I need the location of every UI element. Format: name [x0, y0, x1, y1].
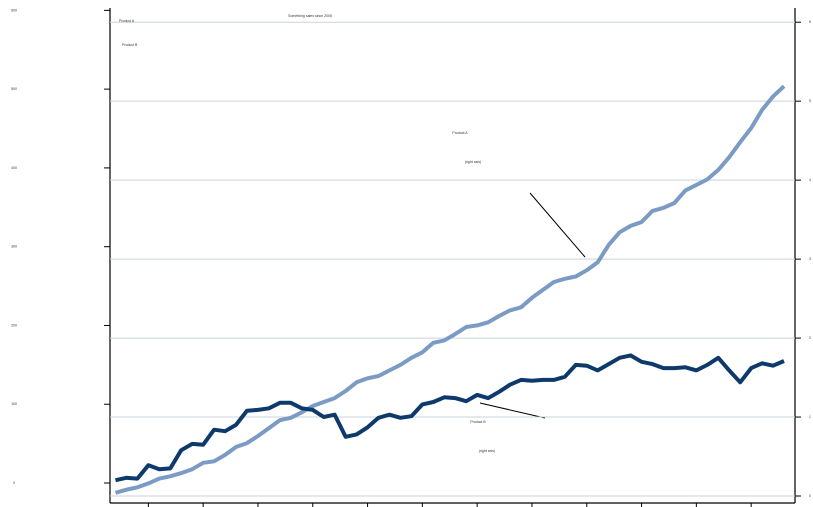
annotation: Product B	[470, 420, 486, 424]
annotation-arrow	[529, 192, 586, 258]
legend-entry: Product B	[122, 43, 138, 47]
chart-title: Something sales since 2005	[288, 14, 332, 18]
annotation-arrow	[479, 402, 546, 419]
y2-tick-label: 300	[11, 245, 17, 249]
series-line	[115, 353, 785, 483]
y-tick-label: 0	[809, 494, 811, 498]
y2-tick-label: 600	[11, 8, 17, 12]
y-tick-label: 2	[809, 336, 811, 340]
legend-entry: Product A	[119, 19, 135, 23]
y2-tick-label: 400	[11, 166, 17, 170]
y2-tick-label: 500	[11, 87, 17, 91]
y2-tick-label: 200	[11, 323, 17, 327]
series-line	[114, 84, 786, 495]
annotation: Product A	[452, 131, 468, 135]
y-tick-label: 4	[809, 178, 811, 182]
y-tick-label: 5	[809, 99, 811, 103]
y2-tick-label: 100	[11, 402, 17, 406]
annotation-note: (right axis)	[479, 449, 495, 453]
y-tick-label: 6	[809, 20, 811, 24]
y2-tick-label: 0	[13, 481, 15, 485]
y-tick-label: 1	[809, 415, 811, 419]
annotation-note: (right axis)	[465, 160, 481, 164]
y-tick-label: 3	[809, 257, 811, 261]
